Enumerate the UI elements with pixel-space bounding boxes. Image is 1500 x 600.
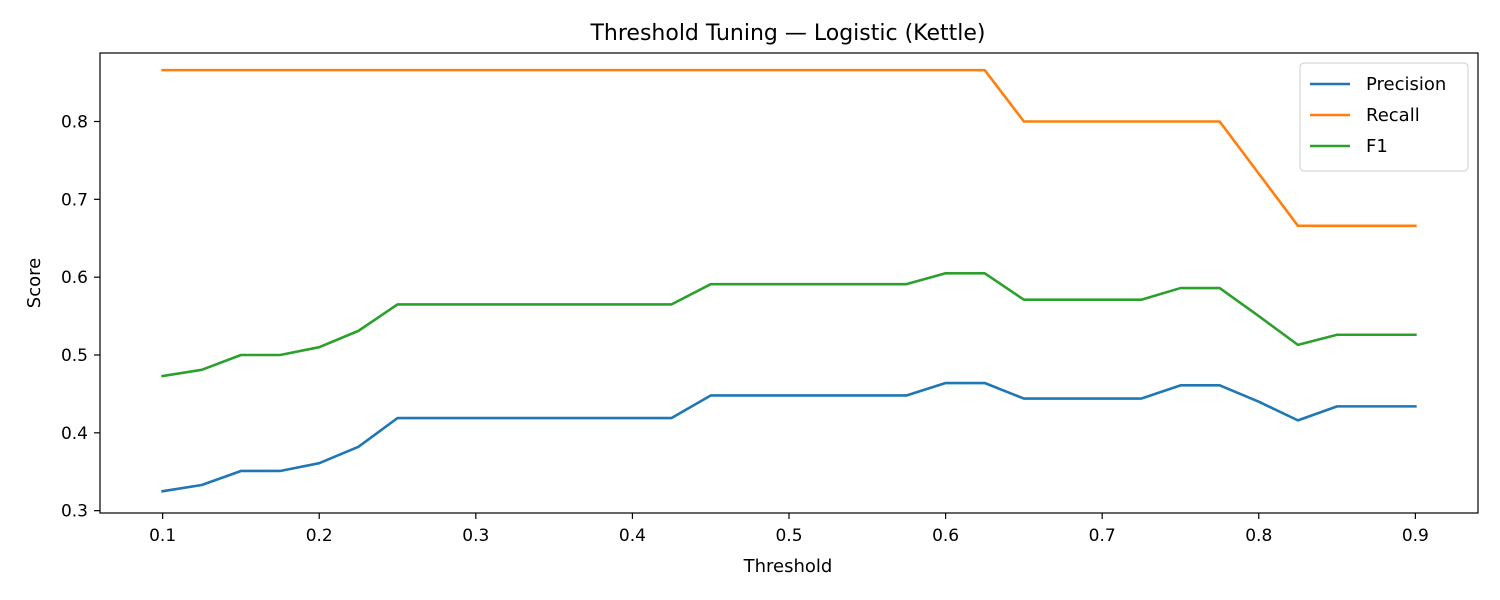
y-tick-label: 0.5	[61, 346, 88, 366]
x-tick-label: 0.5	[775, 526, 802, 546]
legend-label: Precision	[1366, 74, 1446, 95]
series-line-f1	[161, 271, 1417, 378]
legend-label: Recall	[1366, 105, 1420, 126]
x-tick-label: 0.4	[619, 526, 646, 546]
x-tick-label: 0.7	[1089, 526, 1116, 546]
legend-box	[1299, 62, 1469, 172]
y-tick-label: 0.8	[61, 112, 88, 132]
chart-title: Threshold Tuning — Logistic (Kettle)	[589, 21, 985, 46]
y-axis-label: Score	[24, 258, 45, 308]
x-tick-label: 0.9	[1402, 526, 1429, 546]
x-tick-label: 0.6	[932, 526, 959, 546]
legend: Precision Recall F1	[1299, 62, 1469, 172]
series-line-recall	[161, 68, 1417, 228]
series-line-precision	[161, 381, 1417, 493]
series-layer	[161, 68, 1417, 493]
y-tick-label: 0.6	[61, 268, 88, 288]
y-tick-label: 0.7	[61, 190, 88, 210]
y-axis: 0.3 0.4 0.5 0.6 0.7 0.8	[61, 112, 100, 522]
y-tick-label: 0.3	[61, 502, 88, 522]
x-axis: 0.1 0.2 0.3 0.4 0.5 0.6 0.7 0.8 0.9	[149, 513, 1429, 546]
x-tick-label: 0.1	[149, 526, 176, 546]
x-axis-label: Threshold	[743, 556, 833, 577]
x-tick-label: 0.2	[306, 526, 333, 546]
legend-label: F1	[1366, 136, 1388, 157]
x-tick-label: 0.3	[462, 526, 489, 546]
x-tick-label: 0.8	[1245, 526, 1272, 546]
y-tick-label: 0.4	[61, 424, 88, 444]
